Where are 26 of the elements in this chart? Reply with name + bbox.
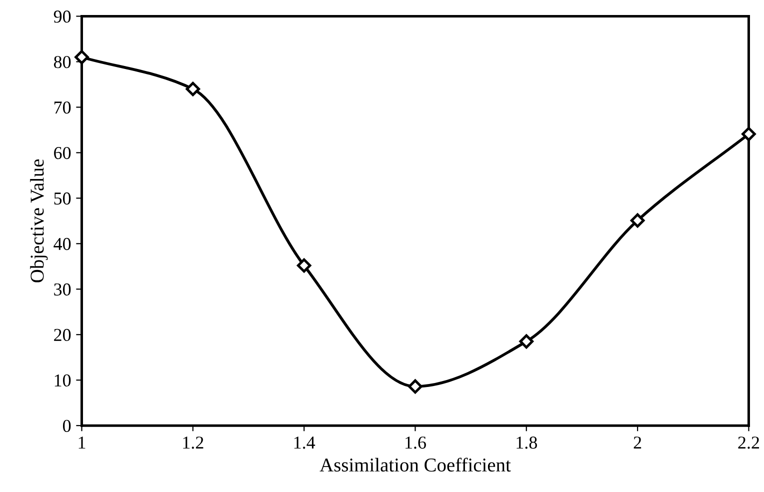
y-tick-label: 70 xyxy=(54,101,71,114)
x-tick-label: 2 xyxy=(634,436,642,449)
y-axis-title: Objective Value xyxy=(30,159,48,282)
y-tick-label: 20 xyxy=(54,328,71,342)
point xyxy=(186,82,200,96)
y-tick-label: 0 xyxy=(62,420,71,432)
point xyxy=(630,213,645,228)
y-tick-label: 80 xyxy=(54,56,71,68)
x-tick-label: 2.2 xyxy=(738,436,760,449)
y-tick-label: 90 xyxy=(54,10,71,23)
y-tick-label: 10 xyxy=(54,374,71,387)
x-tick-label: 1.4 xyxy=(294,436,316,449)
y-tick-label: 30 xyxy=(54,283,71,296)
x-tick-label: 1.8 xyxy=(516,436,537,449)
y-tick-label: 60 xyxy=(54,146,71,160)
point xyxy=(519,334,534,349)
y-tick-label: 50 xyxy=(54,192,71,205)
x-tick-label: 1 xyxy=(78,436,86,449)
point xyxy=(742,126,756,142)
point xyxy=(408,379,422,394)
point xyxy=(74,50,89,64)
x-tick-label: 1.6 xyxy=(406,436,426,449)
x-tick-label: 1.2 xyxy=(183,436,204,449)
y-tick-label: 40 xyxy=(54,238,71,250)
x-axis-title: Assimilation Coefficient xyxy=(320,458,511,472)
point xyxy=(296,258,312,273)
